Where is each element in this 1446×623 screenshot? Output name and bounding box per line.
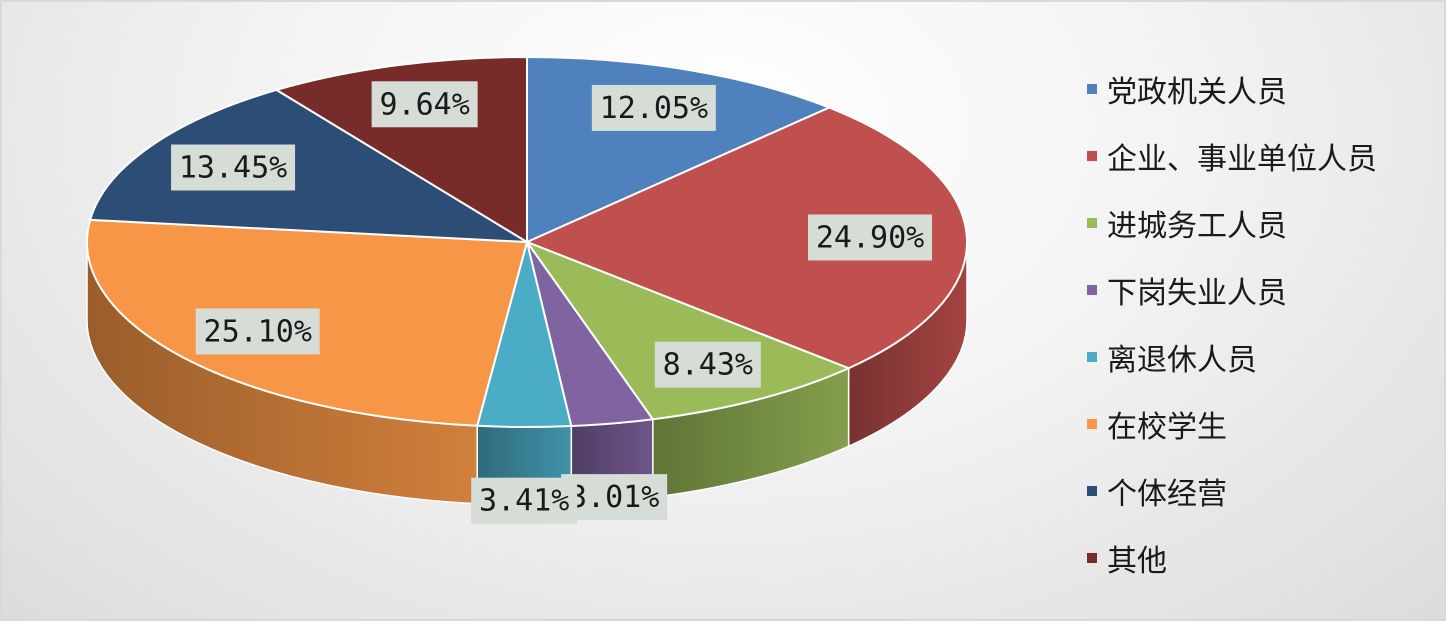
data-label-box: [808, 214, 933, 261]
legend-item: 党政机关人员: [1087, 56, 1427, 123]
data-label-box: [195, 308, 320, 355]
data-label-box: [654, 341, 761, 388]
data-label-box: [591, 84, 716, 131]
data-label-text: 8.43%: [663, 348, 753, 383]
legend-label: 离退休人员: [1107, 343, 1257, 378]
pie-slice-6: [88, 88, 528, 243]
legend-item: 其他: [1087, 524, 1427, 591]
legend-item: 离退休人员: [1087, 324, 1427, 391]
legend-swatch: [1087, 485, 1097, 496]
legend-item: 下岗失业人员: [1087, 257, 1427, 324]
pie-slice-2: [524, 239, 852, 421]
legend-swatch: [1087, 151, 1097, 162]
data-label-7: 9.64%: [371, 81, 478, 128]
data-label-text: 24.90%: [816, 220, 924, 255]
data-label-3: 3.01%: [561, 474, 668, 521]
legend-label: 进城务工人员: [1107, 209, 1287, 245]
legend-swatch: [1087, 418, 1097, 429]
data-label-text: 12.05%: [600, 91, 708, 126]
data-label-6: 13.45%: [171, 144, 296, 191]
legend-item: 进城务工人员: [1087, 190, 1427, 257]
legend: 党政机关人员企业、事业单位人员 进城务工人员 下岗失业人员 离退休人员在校学生个体经营…: [1087, 56, 1427, 591]
legend-item: 在校学生: [1087, 390, 1427, 457]
data-label-box: [561, 474, 668, 521]
data-label-2: 8.43%: [654, 341, 761, 388]
data-label-box: [471, 477, 578, 524]
legend-swatch: [1087, 84, 1097, 95]
pie-slice-1: [524, 106, 968, 370]
data-label-0: 12.05%: [591, 84, 716, 131]
legend-swatch: [1087, 552, 1097, 563]
data-label-text: 3.01%: [569, 480, 659, 515]
data-label-1: 24.90%: [808, 214, 933, 261]
legend-swatch: [1087, 285, 1097, 296]
legend-label: 党政机关人员: [1107, 75, 1287, 111]
legend-label: 在校学生: [1107, 409, 1227, 445]
legend-label: 个体经营: [1107, 476, 1227, 512]
legend-item: 企业、事业单位人员: [1087, 123, 1427, 190]
data-label-4: 3.41%: [471, 477, 578, 524]
legend-swatch: [1087, 352, 1097, 362]
data-labels: 12.05% 24.90% 8.43% 3.01%3.41% 25.10% 13.45% 9…: [171, 81, 933, 524]
data-label-box: [371, 81, 478, 128]
data-label-text: 9.64%: [379, 87, 469, 122]
legend-label: 其他: [1107, 543, 1167, 579]
data-label-text: 13.45%: [179, 151, 287, 186]
data-label-box: [171, 144, 296, 191]
data-label-text: 25.10%: [204, 314, 312, 349]
legend-label: 企业、事业单位人员: [1107, 142, 1377, 178]
legend-label: 下岗失业人员: [1107, 276, 1287, 312]
legend-swatch: [1087, 218, 1097, 229]
legend-item: 个体经营: [1087, 457, 1427, 524]
data-label-5: 25.10%: [195, 308, 320, 355]
data-label-text: 3.41%: [479, 484, 569, 519]
